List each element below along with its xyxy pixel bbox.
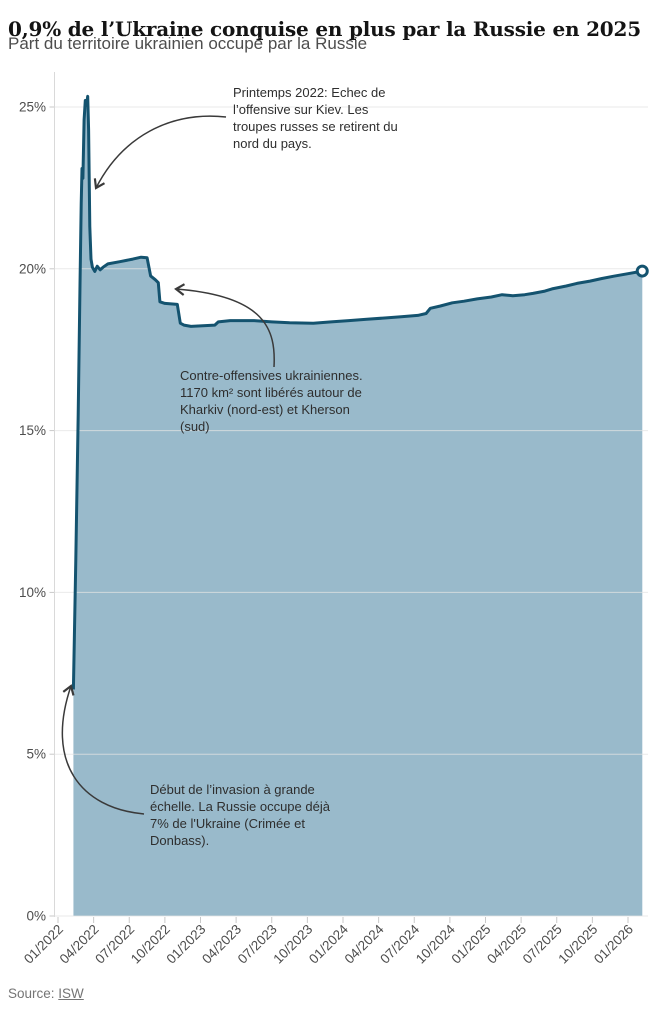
source-prefix: Source:	[8, 986, 59, 1001]
y-tick-label: 15%	[19, 423, 46, 438]
x-tick-label: 10/2023	[270, 922, 315, 967]
x-tick-label: 10/2022	[128, 922, 173, 967]
x-tick-label: 01/2022	[21, 922, 66, 967]
last-point-marker	[635, 264, 649, 278]
arrow-printemps-2022	[93, 115, 227, 190]
x-tick-label: 01/2024	[306, 921, 351, 966]
annotation-debut-invasion: Début de l’invasion à grande échelle. La…	[150, 782, 330, 848]
page-title: 0,9% de l’Ukraine conquise en plus par l…	[8, 17, 641, 42]
arrow-contre-offensives	[174, 283, 275, 368]
y-tick-label: 20%	[19, 261, 46, 276]
y-tick-label: 10%	[19, 585, 46, 600]
source-line: Source: ISW	[8, 986, 84, 1001]
x-tick-label: 07/2022	[92, 922, 137, 967]
x-tick-label: 04/2022	[57, 922, 102, 967]
x-tick-label: 10/2025	[555, 922, 600, 967]
x-tick-label: 07/2025	[520, 922, 565, 967]
x-tick-label: 07/2024	[377, 921, 422, 966]
x-tick-label: 10/2024	[413, 921, 458, 966]
x-tick-label: 04/2023	[199, 922, 244, 967]
arrow-debut-invasion	[61, 684, 145, 815]
source-link[interactable]: ISW	[58, 986, 84, 1001]
x-tick-label: 04/2024	[342, 921, 387, 966]
x-tick-label: 01/2023	[163, 922, 208, 967]
chart-subtitle: Part du territoire ukrainien occupé par …	[8, 34, 368, 53]
y-tick-label: 5%	[26, 747, 46, 762]
x-tick-label: 07/2023	[235, 922, 280, 967]
annotation-contre-offensives: Contre-offensives ukrainiennes. 1170 km²…	[180, 368, 363, 434]
x-tick-label: 01/2026	[591, 922, 636, 967]
y-tick-label: 25%	[19, 100, 46, 115]
x-tick-label: 04/2025	[484, 922, 529, 967]
y-tick-label: 0%	[26, 909, 46, 924]
x-tick-label: 01/2025	[448, 922, 493, 967]
annotation-printemps-2022: Printemps 2022: Echec de l’offensive sur…	[233, 85, 398, 151]
